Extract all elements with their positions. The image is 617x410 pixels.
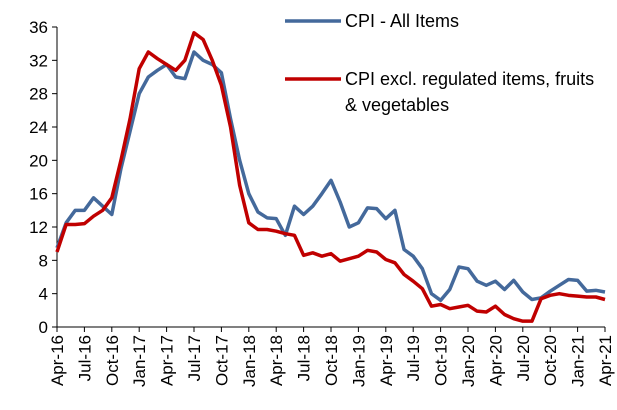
x-tick-label: Jul-19 [404,335,423,381]
x-tick-label: Oct-16 [103,335,122,386]
x-tick-label: Apr-20 [486,335,505,386]
y-tick-label: 0 [39,318,48,337]
x-tick-label: Apr-17 [158,335,177,386]
y-tick-label: 32 [29,51,48,70]
x-tick-label: Oct-17 [212,335,231,386]
series-line [55,50,606,303]
legend-label: CPI excl. regulated items, fruits & vege… [345,69,595,115]
y-tick-label: 24 [29,118,48,137]
series-line [55,31,606,323]
x-tick-label: Apr-21 [596,335,615,386]
legend-label: CPI - All Items [345,11,460,31]
x-tick-label: Jul-20 [514,335,533,381]
x-tick-label: Jan-20 [459,335,478,387]
y-tick-label: 4 [39,285,48,304]
x-tick-label: Jan-19 [349,335,368,387]
x-tick-label: Apr-18 [267,335,286,386]
y-tick-label: 12 [29,218,48,237]
y-tick-label: 36 [29,18,48,37]
x-tick-label: Jan-21 [569,335,588,387]
x-tick-label: Oct-19 [432,335,451,386]
x-tick-label: Jan-17 [130,335,149,387]
x-tick-label: Apr-16 [48,335,67,386]
y-tick-label: 8 [39,251,48,270]
y-tick-label: 16 [29,185,48,204]
x-tick-label: Jul-18 [295,335,314,381]
y-tick-label: 28 [29,85,48,104]
x-tick-label: Oct-20 [541,335,560,386]
x-tick-label: Jul-16 [75,335,94,381]
x-tick-label: Apr-19 [377,335,396,386]
x-tick-label: Jan-18 [240,335,259,387]
y-tick-label: 20 [29,151,48,170]
x-tick-label: Oct-18 [322,335,341,386]
x-tick-label: Jul-17 [185,335,204,381]
